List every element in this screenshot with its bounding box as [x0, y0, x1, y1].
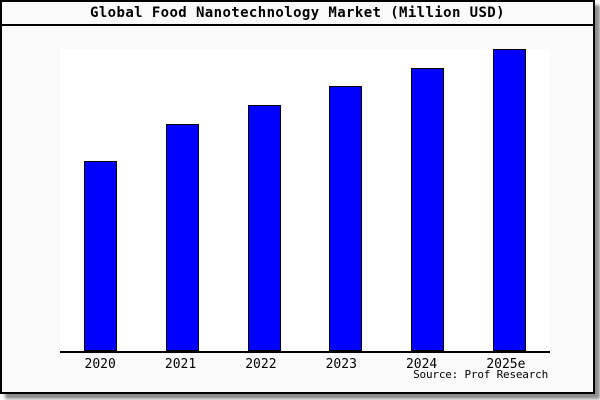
- bar-2023: [329, 86, 363, 351]
- bars-container: [60, 49, 550, 351]
- xlabel-2020: 2020: [84, 357, 116, 372]
- bar-2024: [410, 68, 444, 351]
- xlabel-2024: 2024: [405, 357, 438, 372]
- xlabel-2022: 2022: [245, 357, 277, 372]
- source-text: Source: Prof Research: [413, 368, 548, 381]
- xlabel-2025e: 2025e: [486, 357, 526, 372]
- xlabel-2021: 2021: [164, 357, 197, 372]
- chart-title: Global Food Nanotechnology Market (Milli…: [90, 5, 505, 21]
- plot-area: [60, 49, 550, 353]
- bar-2021: [165, 124, 199, 351]
- chart-title-box: Global Food Nanotechnology Market (Milli…: [2, 2, 593, 26]
- bar-2022: [247, 105, 281, 351]
- chart-figure: Global Food Nanotechnology Market (Milli…: [0, 0, 595, 394]
- bar-2025e: [492, 49, 526, 351]
- x-axis-labels: 2020 2021 2022 2023 2024 2025e: [60, 357, 550, 372]
- bar-2020: [84, 161, 118, 351]
- xlabel-2023: 2023: [325, 357, 357, 372]
